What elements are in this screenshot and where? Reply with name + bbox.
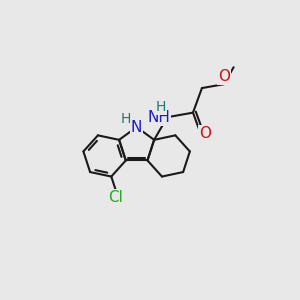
Text: H: H bbox=[121, 112, 131, 126]
Text: Cl: Cl bbox=[108, 190, 123, 205]
Text: NH: NH bbox=[148, 110, 170, 125]
Text: N: N bbox=[131, 120, 142, 135]
Text: O: O bbox=[199, 126, 211, 141]
Text: H: H bbox=[155, 100, 166, 114]
Text: O: O bbox=[218, 69, 230, 84]
